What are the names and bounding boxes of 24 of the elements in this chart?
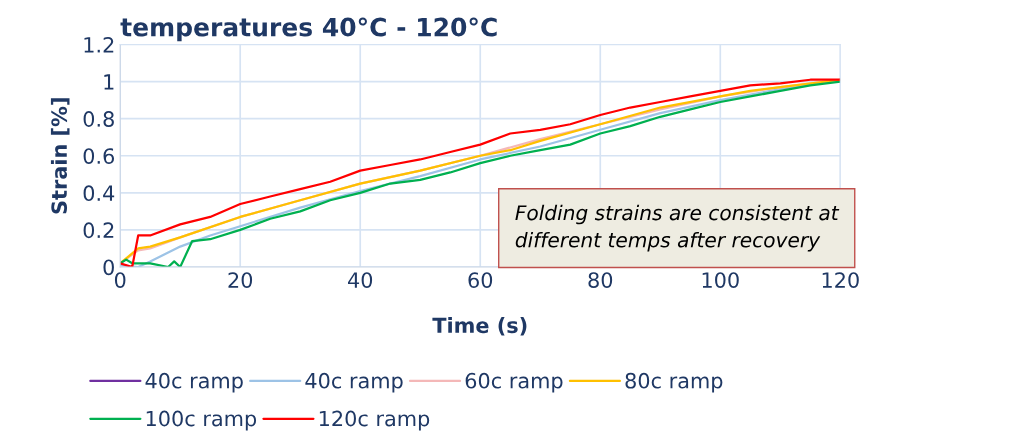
y-tick-label: 0.6 — [83, 148, 115, 164]
chart-title: temperatures 40°C - 120°C — [120, 17, 497, 42]
legend-label: 40c ramp — [305, 372, 403, 393]
y-tick-label: 0.4 — [83, 185, 115, 202]
x-tick-label: 20 — [228, 272, 253, 288]
x-tick-label: 80 — [588, 272, 613, 288]
x-tick-label: 120 — [822, 272, 859, 288]
annotation: Folding strains are consistent at different temps after recovery — [515, 204, 840, 252]
x-tick-label: 0 — [114, 272, 126, 288]
legend-label: 40c ramp — [145, 372, 243, 393]
y-tick-label: 1.2 — [84, 36, 114, 53]
x-tick-label: 100 — [702, 272, 739, 288]
legend-label: 120c ramp — [319, 410, 430, 431]
y-tick-label: 0.2 — [83, 222, 114, 239]
x-tick-label: 60 — [468, 272, 493, 288]
legend-label: 80c ramp — [625, 372, 723, 393]
y-tick-label: 0.8 — [83, 111, 114, 127]
y-tick-label: 1 — [104, 74, 114, 90]
legend-label: 100c ramp — [146, 410, 257, 431]
legend-label: 60c ramp — [465, 372, 563, 393]
x-axis-title: Time (s) — [432, 317, 527, 336]
y-tick-label: 0 — [103, 259, 114, 276]
x-tick-label: 40 — [348, 272, 373, 288]
y-axis-title: Strain [%] — [50, 98, 70, 214]
